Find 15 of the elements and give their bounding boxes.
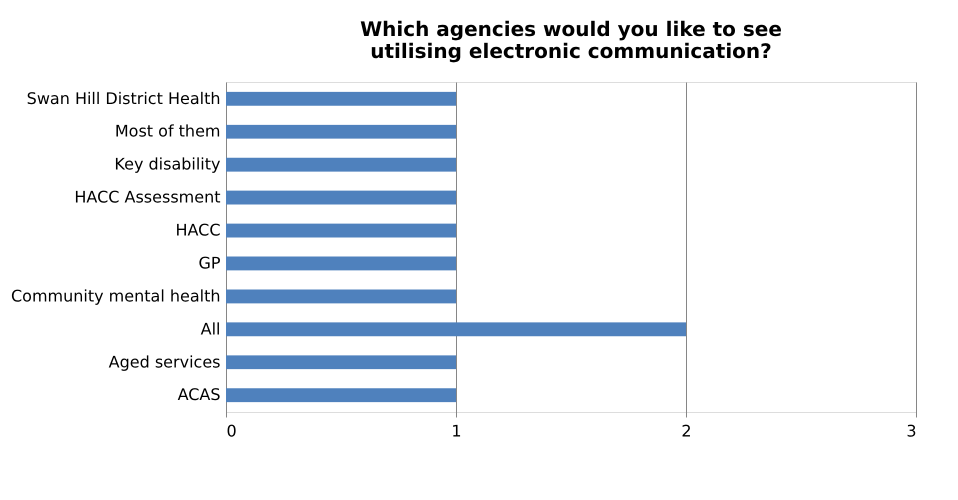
y-tick-label: Aged services [108,352,220,372]
chart-title: Which agencies would you like to see utilising electronic communication? [360,17,782,63]
x-tick-label: 0 [226,422,237,440]
y-tick-label: Community mental health [10,286,220,306]
x-tick-label: 3 [906,422,916,440]
x-tick-label: 2 [681,422,692,440]
y-tick-label: HACC Assessment [74,188,220,207]
y-tick-label: Key disability [114,154,220,174]
y-tick-label: HACC [175,220,220,240]
x-tick-label: 1 [451,422,462,440]
y-tick-label: Most of them [114,122,220,141]
y-tick-label: Swan Hill District Health [26,88,220,108]
y-tick-label: GP [198,253,221,272]
y-tick-label: All [200,319,220,338]
y-tick-label: ACAS [178,385,220,404]
